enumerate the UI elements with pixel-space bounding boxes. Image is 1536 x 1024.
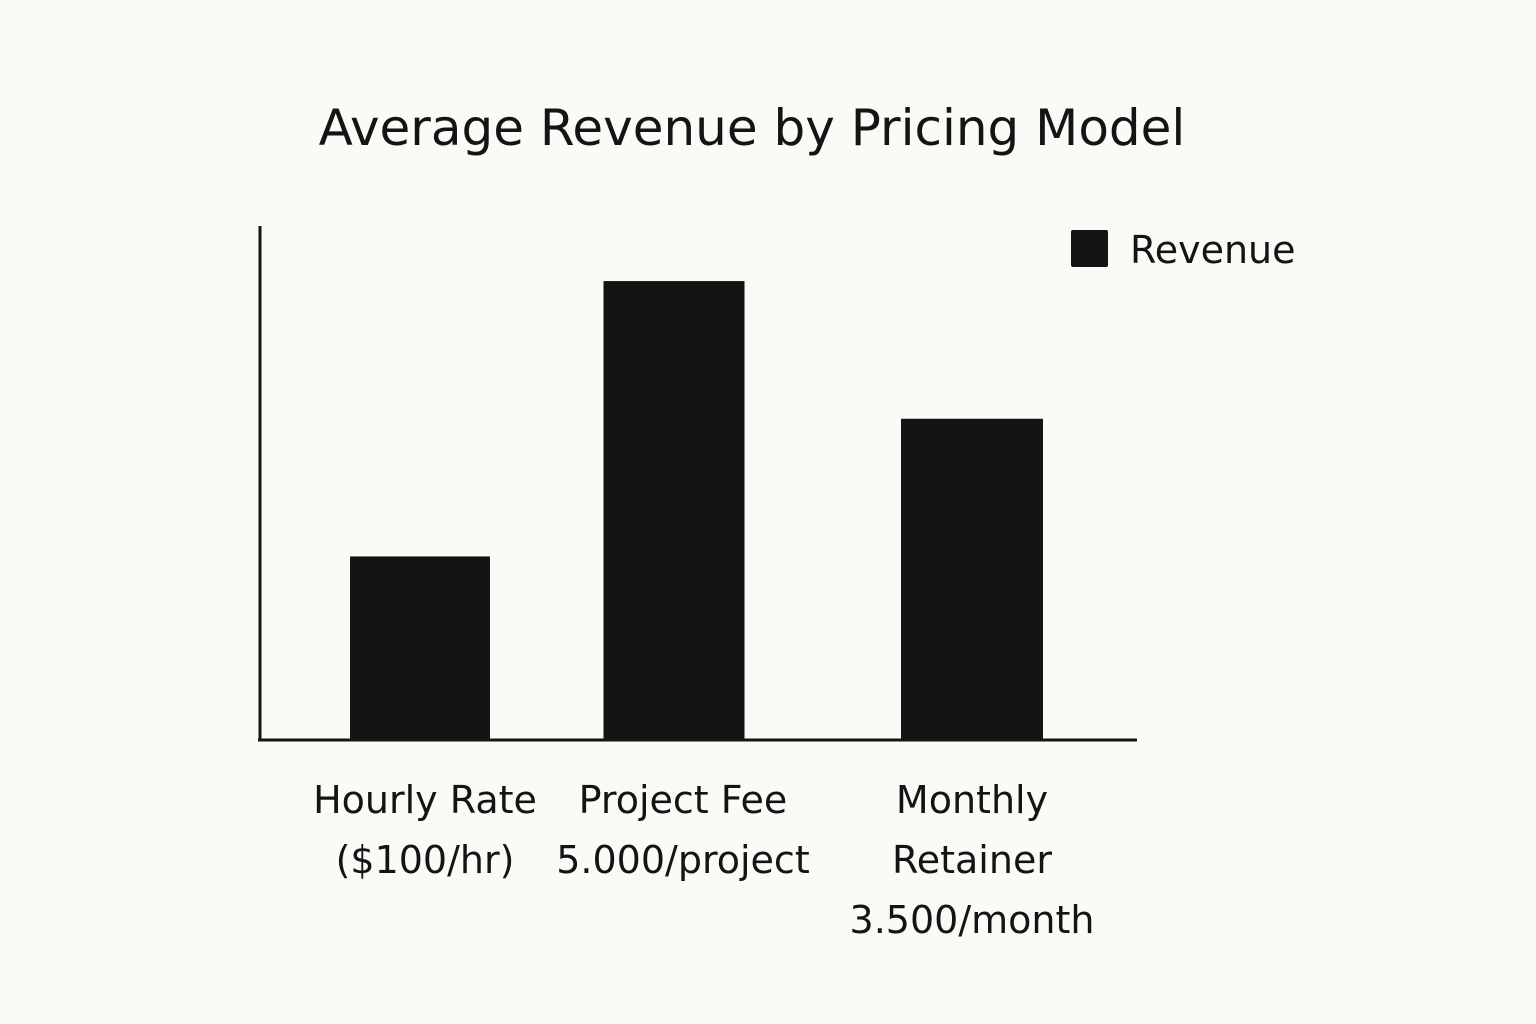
x-tick-label-2: Monthly Retainer 3.500/month (850, 778, 1095, 942)
bars-layer (350, 281, 1043, 740)
x-tick-label-1-line-1: 5.000/project (556, 838, 809, 882)
x-tick-label-2-line-2: 3.500/month (850, 898, 1095, 942)
bar-1 (603, 281, 745, 740)
x-tick-label-1: Project Fee 5.000/project (556, 778, 809, 882)
x-tick-label-2-line-1: Retainer (892, 838, 1052, 882)
legend: Revenue (1071, 228, 1296, 272)
x-tick-label-0-line-0: Hourly Rate (313, 778, 537, 822)
x-tick-labels: Hourly Rate ($100/hr) Project Fee 5.000/pro… (313, 778, 1094, 942)
chart-title: Average Revenue by Pricing Model (319, 99, 1186, 157)
legend-swatch (1071, 230, 1108, 267)
bar-0 (350, 556, 490, 740)
legend-label-revenue: Revenue (1130, 228, 1296, 272)
x-tick-label-0: Hourly Rate ($100/hr) (313, 778, 537, 882)
axes-layer (258, 226, 1137, 742)
x-tick-label-0-line-1: ($100/hr) (336, 838, 515, 882)
x-tick-label-2-line-0: Monthly (896, 778, 1048, 822)
x-tick-label-1-line-0: Project Fee (579, 778, 788, 822)
bar-2 (901, 418, 1043, 740)
